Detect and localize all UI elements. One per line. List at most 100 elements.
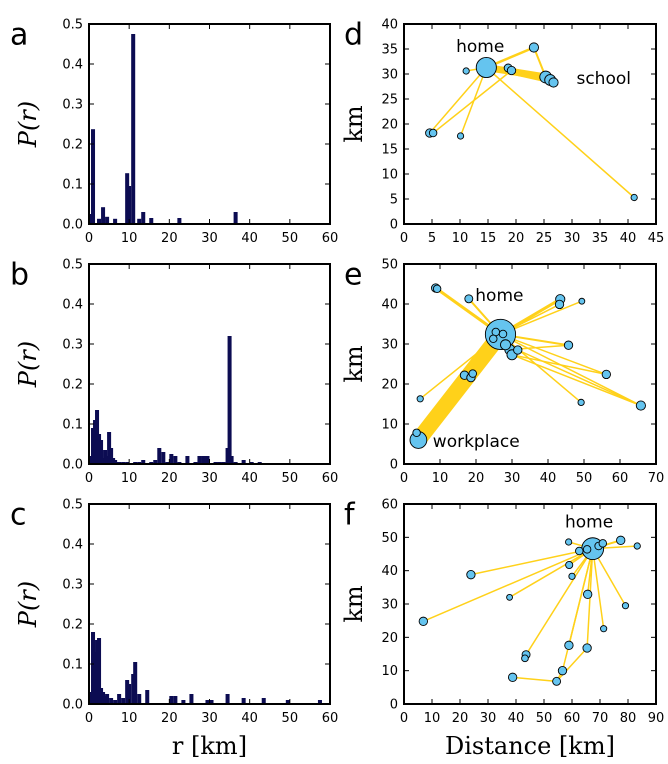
panel-letter-f: f: [344, 498, 356, 533]
y-tick-label: 0: [390, 458, 398, 473]
bar: [227, 336, 232, 464]
x-tick-label: 25: [536, 231, 553, 246]
x-tick-label: 40: [620, 231, 637, 246]
x-tick-label: 20: [161, 231, 178, 246]
network-edge: [470, 547, 594, 576]
network-edge: [415, 332, 502, 435]
x-tick-label: 60: [322, 711, 339, 726]
y-axis-label: P(r): [14, 101, 42, 148]
network-node: [552, 676, 562, 686]
bar: [113, 700, 118, 704]
y-tick-label: 40: [381, 564, 398, 579]
x-tick-label: 50: [536, 711, 553, 726]
x-tick-label: 50: [576, 471, 593, 486]
x-tick-label: 90: [648, 711, 665, 726]
x-tick-label: 20: [161, 711, 178, 726]
bar: [181, 700, 186, 704]
network-node: [568, 572, 576, 580]
network-edge: [591, 547, 605, 630]
x-tick-label: 40: [241, 711, 258, 726]
x-tick-label: 40: [508, 711, 525, 726]
network-edge: [485, 66, 635, 199]
network-node: [633, 542, 641, 550]
bar: [209, 700, 214, 704]
x-tick-label: 10: [424, 711, 441, 726]
figure-content: a0 10 20 30 40 50 600.00.10.20.30.40.5P(r)b0 10…: [10, 18, 664, 761]
y-tick-label: 0.5: [62, 18, 83, 33]
bar: [105, 216, 110, 224]
network-edge: [432, 69, 513, 134]
network-edge: [508, 547, 594, 599]
panel-letter-c: c: [10, 498, 27, 533]
panel-letter-a: a: [10, 18, 28, 53]
x-tick-label: 30: [201, 471, 218, 486]
network-node: [548, 77, 559, 88]
x-tick-label: 70: [592, 711, 609, 726]
y-tick-label: 10: [381, 168, 398, 183]
bar: [127, 186, 132, 224]
bar: [141, 460, 146, 464]
y-tick-label: 0.3: [62, 578, 83, 593]
network-node: [432, 284, 442, 294]
x-tick-label: 20: [161, 471, 178, 486]
x-tick-label: 0: [400, 471, 408, 486]
bar: [225, 694, 230, 704]
network-node: [428, 128, 438, 138]
x-tick-label: 40: [540, 471, 557, 486]
bar: [127, 684, 132, 704]
x-tick-label: 40: [241, 231, 258, 246]
bar: [233, 212, 238, 224]
bar: [229, 456, 234, 464]
y-tick-label: 30: [381, 68, 398, 83]
bar: [109, 698, 114, 704]
network-node: [583, 589, 593, 599]
bar: [121, 698, 126, 704]
bar: [103, 696, 108, 704]
network-edge: [422, 547, 594, 623]
panel-letter-b: b: [10, 258, 29, 293]
y-tick-label: 0.1: [62, 658, 83, 673]
bar: [89, 456, 94, 464]
network-node: [616, 535, 626, 545]
bar: [97, 434, 102, 464]
x-tick-label: 15: [480, 231, 497, 246]
bar: [261, 698, 266, 704]
network-node: [578, 297, 586, 305]
y-tick-label: 30: [381, 598, 398, 613]
x-tick-label: 0: [400, 231, 408, 246]
y-tick-label: 50: [381, 258, 398, 273]
y-tick-label: 60: [381, 498, 398, 513]
x-tick-label: 60: [322, 231, 339, 246]
x-tick-label: 35: [592, 231, 609, 246]
bar: [133, 662, 138, 704]
network-node: [635, 400, 646, 411]
x-tick-label: 30: [564, 231, 581, 246]
network-edge: [429, 66, 488, 134]
network-node: [621, 602, 630, 610]
panel-f: f home 0 10 20 30 40 50 60 70 80 90 0 10 20 30 40 50 60 km D…: [340, 498, 664, 761]
network-node: [416, 395, 424, 403]
y-tick-label: 25: [381, 93, 398, 108]
y-axis-label: km: [340, 345, 368, 383]
network-node: [582, 545, 592, 554]
network-node: [506, 593, 513, 601]
x-tick-label: 10: [121, 471, 138, 486]
x-tick-label: 0: [85, 471, 93, 486]
y-tick-label: 0.0: [62, 698, 83, 713]
x-tick-label: 80: [620, 711, 637, 726]
y-tick-label: 0.5: [62, 498, 83, 513]
panel-e: e home workplace 0 10 20 30 40 50 60 70 0 10 20 30 40 50…: [340, 258, 664, 487]
network-node: [630, 193, 638, 202]
y-tick-label: 0.3: [62, 98, 83, 113]
y-tick-label: 0.3: [62, 338, 83, 353]
y-tick-label: 0.4: [62, 298, 83, 313]
x-tick-label: 50: [282, 711, 299, 726]
bar: [173, 456, 178, 464]
network-edge: [499, 333, 608, 376]
network-node: [456, 132, 465, 140]
network-node: [462, 67, 470, 75]
bar: [89, 692, 94, 704]
bar: [105, 694, 110, 704]
bar: [137, 694, 142, 704]
